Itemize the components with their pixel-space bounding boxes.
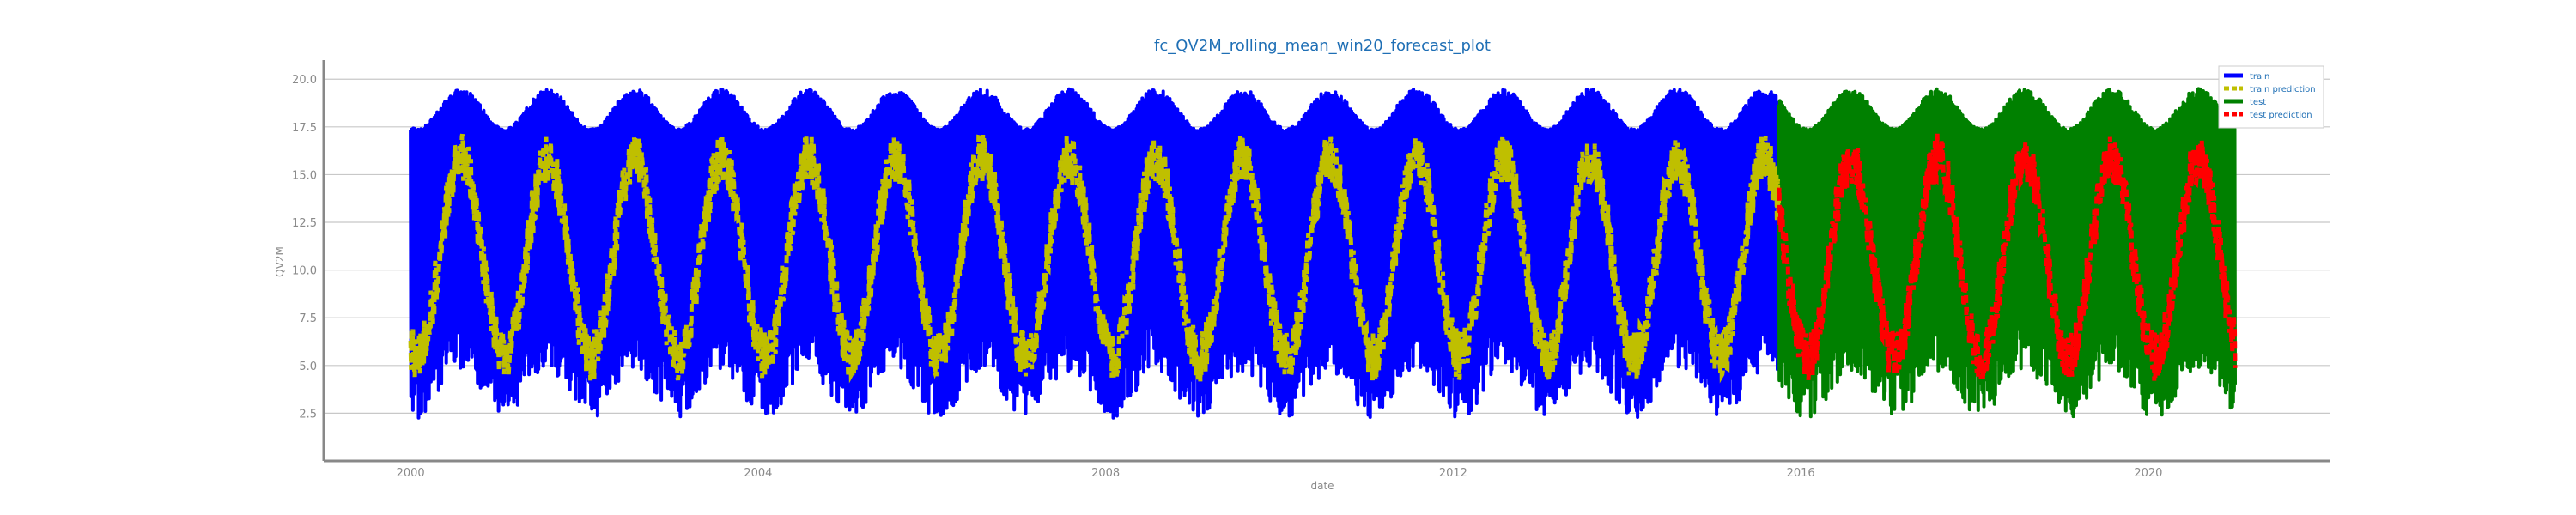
y-tick-labels: 2.5 5.0 7.5 10.0 12.5 15.0 17.5 20.0 xyxy=(292,74,317,421)
series-train xyxy=(409,87,1781,420)
series-lines xyxy=(408,87,2238,420)
x-axis-label: date xyxy=(1310,480,1334,492)
y-tick-label-7: 20.0 xyxy=(292,74,317,87)
legend: train train prediction test test prediction xyxy=(2218,65,2324,129)
legend-label-1: train prediction xyxy=(2250,85,2316,94)
axes xyxy=(322,60,2330,463)
y-tick-label-1: 5.0 xyxy=(299,360,317,373)
y-tick-label-6: 17.5 xyxy=(292,122,317,135)
x-tick-label-2: 2008 xyxy=(1091,467,1120,480)
x-tick-label-5: 2020 xyxy=(2134,467,2162,480)
x-tick-label-1: 2004 xyxy=(744,467,772,480)
y-tick-label-2: 7.5 xyxy=(299,312,317,325)
x-tick-label-3: 2012 xyxy=(1439,467,1467,480)
chart-title: fc_QV2M_rolling_mean_win20_forecast_plot xyxy=(1154,37,1491,55)
y-tick-label-5: 15.0 xyxy=(292,169,317,182)
series-test-prediction xyxy=(1777,133,2238,381)
y-tick-label-4: 12.5 xyxy=(292,217,317,230)
x-tick-labels: 2000 2004 2008 2012 2016 2020 xyxy=(397,467,2163,480)
y-axis-label: QV2M xyxy=(274,246,286,277)
y-tick-label-0: 2.5 xyxy=(299,408,317,421)
series-train-prediction xyxy=(408,133,1782,385)
legend-label-0: train xyxy=(2250,72,2269,82)
y-tick-label-3: 10.0 xyxy=(292,265,317,278)
series-test xyxy=(1777,87,2237,419)
x-tick-label-0: 2000 xyxy=(397,467,425,480)
legend-label-3: test prediction xyxy=(2250,111,2312,120)
x-tick-label-4: 2016 xyxy=(1787,467,1815,480)
legend-label-2: test xyxy=(2250,98,2266,107)
